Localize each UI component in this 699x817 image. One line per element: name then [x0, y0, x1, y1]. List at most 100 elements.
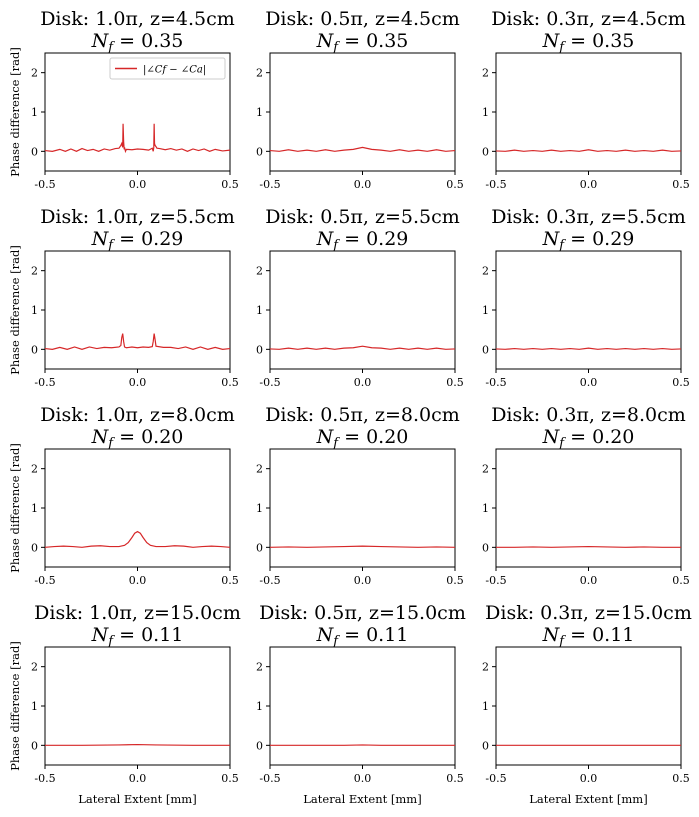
nf-subscript: f: [107, 634, 115, 649]
panel-nf-label: Nf = 0.20: [542, 426, 635, 451]
nf-equals: =: [113, 30, 141, 52]
x-tick-label: 0.5: [446, 772, 464, 785]
nf-equals: =: [564, 624, 592, 646]
x-tick-label: 0.5: [221, 574, 239, 587]
x-axis-label: Lateral Extent [mm]: [529, 792, 647, 806]
x-tick-label: -0.5: [485, 178, 506, 191]
x-tick-label: 0.5: [221, 772, 239, 785]
x-tick-label: -0.5: [34, 574, 55, 587]
panel-title: Disk: 1.0π, z=5.5cm: [40, 206, 235, 228]
series-line: [44, 333, 231, 350]
nf-value: 0.35: [366, 30, 408, 52]
nf-equals: =: [338, 624, 366, 646]
nf-equals: =: [564, 426, 592, 448]
panel-nf-label: Nf = 0.11: [316, 624, 409, 649]
panel-title: Disk: 0.3π, z=8.0cm: [491, 404, 686, 426]
series-line: [495, 149, 682, 152]
axes-frame: [269, 52, 456, 172]
y-tick-label: 1: [482, 304, 489, 317]
x-tick-label: 0.0: [354, 574, 372, 587]
nf-subscript: f: [558, 40, 566, 55]
nf-equals: =: [338, 426, 366, 448]
nf-equals: =: [113, 228, 141, 250]
series-line: [269, 146, 456, 152]
y-tick-label: 0: [256, 145, 263, 158]
nf-value: 0.29: [592, 228, 634, 250]
panel-title: Disk: 0.5π, z=5.5cm: [265, 206, 460, 228]
panel-title: Disk: 1.0π, z=8.0cm: [40, 404, 235, 426]
x-tick-label: -0.5: [259, 772, 280, 785]
y-tick-label: 1: [31, 502, 38, 515]
nf-symbol: N: [91, 30, 110, 52]
nf-value: 0.35: [592, 30, 634, 52]
nf-value: 0.20: [592, 426, 634, 448]
y-tick-label: 1: [482, 700, 489, 713]
axes-frame: [269, 250, 456, 370]
legend: |∠Cf − ∠Ca|: [109, 57, 226, 80]
nf-value: 0.20: [366, 426, 408, 448]
axes-frame: [269, 646, 456, 766]
series-line: [45, 743, 230, 746]
nf-symbol: N: [316, 624, 335, 646]
y-tick-label: 1: [31, 106, 38, 119]
x-tick-label: 0.5: [672, 178, 690, 191]
nf-symbol: N: [316, 228, 335, 250]
x-tick-label: 0.5: [446, 574, 464, 587]
x-tick-label: -0.5: [259, 574, 280, 587]
axes-frame: [44, 250, 231, 370]
x-tick-label: -0.5: [34, 178, 55, 191]
nf-symbol: N: [542, 30, 561, 52]
y-tick-label: 1: [256, 700, 263, 713]
y-tick-label: 2: [31, 67, 38, 80]
panel-nf-label: Nf = 0.29: [542, 228, 635, 253]
panel-nf-label: Nf = 0.20: [91, 426, 184, 451]
x-tick-label: 0.0: [580, 178, 598, 191]
x-tick-label: -0.5: [485, 574, 506, 587]
x-tick-label: 0.0: [129, 178, 147, 191]
panel-nf-label: Nf = 0.35: [91, 30, 184, 55]
nf-equals: =: [113, 624, 141, 646]
y-tick-label: 2: [482, 463, 489, 476]
nf-subscript: f: [558, 436, 566, 451]
panel-nf-label: Nf = 0.11: [91, 624, 184, 649]
y-tick-label: 0: [256, 739, 263, 752]
y-tick-label: 2: [482, 67, 489, 80]
nf-equals: =: [564, 30, 592, 52]
panel-nf-label: Nf = 0.20: [316, 426, 409, 451]
axes-frame: [495, 52, 682, 172]
x-axis-label: Lateral Extent [mm]: [78, 792, 196, 806]
y-tick-label: 1: [31, 700, 38, 713]
nf-subscript: f: [107, 238, 115, 253]
x-tick-label: 0.5: [672, 772, 690, 785]
y-tick-label: 0: [482, 145, 489, 158]
nf-subscript: f: [332, 436, 340, 451]
y-tick-label: 1: [31, 304, 38, 317]
x-tick-label: 0.0: [580, 574, 598, 587]
x-tick-label: 0.0: [354, 772, 372, 785]
y-tick-label: 2: [256, 463, 263, 476]
y-axis-label: Phase difference [rad]: [8, 443, 22, 573]
y-tick-label: 0: [482, 541, 489, 554]
panel-nf-label: Nf = 0.29: [316, 228, 409, 253]
series-line: [44, 123, 231, 154]
panel-nf-label: Nf = 0.11: [542, 624, 635, 649]
axes-frame: [495, 448, 682, 568]
axes-frame: [495, 646, 682, 766]
panel-title: Disk: 0.3π, z=5.5cm: [491, 206, 686, 228]
x-tick-label: -0.5: [34, 376, 55, 389]
panel-title: Disk: 1.0π, z=4.5cm: [40, 8, 235, 30]
panel-nf-label: Nf = 0.29: [91, 228, 184, 253]
nf-subscript: f: [332, 238, 340, 253]
panel-title: Disk: 0.5π, z=15.0cm: [259, 602, 466, 624]
y-tick-label: 2: [256, 265, 263, 278]
x-tick-label: -0.5: [259, 178, 280, 191]
x-tick-label: -0.5: [485, 772, 506, 785]
y-tick-label: 1: [256, 502, 263, 515]
